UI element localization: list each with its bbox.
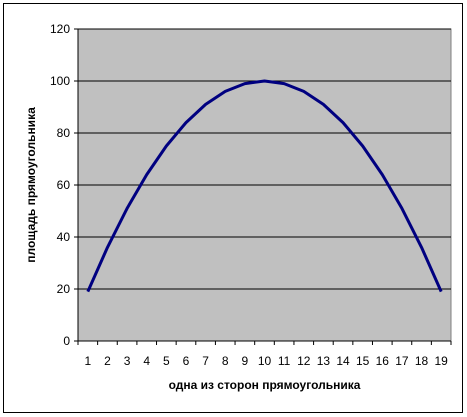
x-tick-label: 17 (395, 354, 409, 368)
y-tick-label: 40 (57, 230, 71, 244)
x-tick-label: 13 (317, 354, 331, 368)
y-axis-label: площадь прямоугольника (24, 107, 38, 263)
x-tick-label: 11 (278, 354, 291, 368)
x-tick-label: 8 (222, 354, 229, 368)
x-tick-label: 2 (104, 354, 111, 368)
y-tick-label: 20 (57, 282, 71, 296)
x-tick-label: 12 (297, 354, 311, 368)
x-tick-label: 5 (163, 354, 170, 368)
x-tick-label: 1 (84, 354, 91, 368)
series-group (86, 79, 443, 293)
x-tick-label: 15 (356, 354, 370, 368)
x-tick-label: 7 (202, 354, 209, 368)
axes (74, 28, 452, 345)
series-line (86, 79, 443, 293)
x-tick-label: 19 (435, 354, 449, 368)
x-tick-label: 3 (124, 354, 131, 368)
x-tick-label: 10 (258, 354, 272, 368)
x-tick-label: 14 (336, 354, 350, 368)
x-tick-label: 6 (183, 354, 190, 368)
y-tick-label: 120 (50, 22, 70, 36)
y-tick-label: 60 (57, 178, 71, 192)
x-tick-label: 16 (376, 354, 390, 368)
x-tick-labels: 1 2 3 4 5 6 7 8 9 10 11 12 13 14 15 16 17 18 19 (84, 354, 448, 368)
y-tick-label: 80 (57, 126, 71, 140)
y-tick-label: 100 (50, 74, 70, 88)
x-tick-label: 9 (242, 354, 249, 368)
x-tick-label: 18 (415, 354, 429, 368)
y-tick-labels: 0 20 40 60 80 100 120 (50, 22, 70, 348)
x-tick-label: 4 (143, 354, 150, 368)
y-tick-label: 0 (63, 334, 70, 348)
x-axis-label: одна из сторон прямоугольника (169, 378, 361, 392)
